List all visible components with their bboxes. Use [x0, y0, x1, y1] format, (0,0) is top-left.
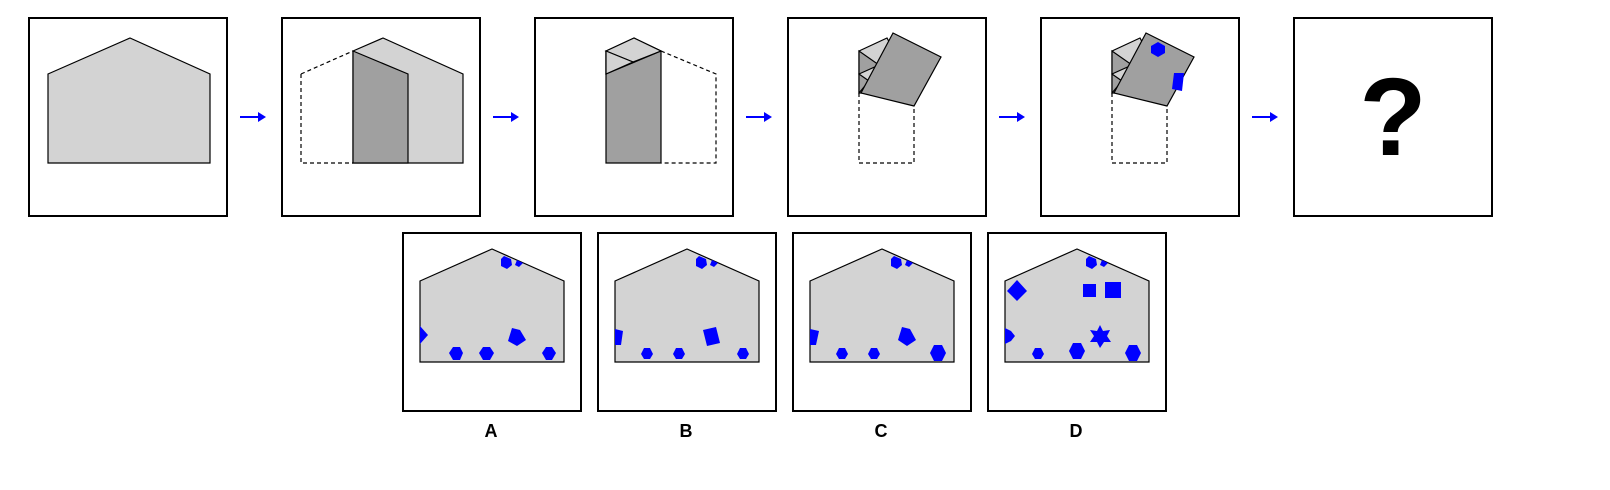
arrow-3 [746, 110, 774, 129]
arrow-5 [1252, 110, 1280, 129]
option-b-panel[interactable] [597, 232, 777, 412]
question-mark: ? [1359, 55, 1427, 179]
step-1-panel [28, 17, 228, 217]
option-d-panel[interactable] [987, 232, 1167, 412]
option-a-label: A [484, 421, 498, 441]
option-d-label: D [1069, 421, 1083, 441]
arrow-1 [240, 110, 268, 129]
unfolded-house-shape [47, 37, 211, 164]
square-hole [1172, 73, 1184, 91]
step-3-panel [534, 17, 734, 217]
option-c-shape [809, 248, 955, 363]
option-a-shape [419, 248, 565, 363]
arrow-2 [493, 110, 521, 129]
arrow-4 [999, 110, 1027, 129]
hexagon-hole [1151, 42, 1165, 57]
option-b-label: B [679, 421, 693, 441]
fold-step-3-shape [604, 37, 717, 164]
step-4-panel [787, 17, 987, 217]
option-c-label: C [874, 421, 888, 441]
step-5-panel [1040, 17, 1240, 217]
step-2-panel [281, 17, 481, 217]
option-c-panel[interactable] [792, 232, 972, 412]
option-d-shape [1004, 248, 1150, 363]
fold-step-5-shape [1111, 32, 1195, 164]
option-b-shape [614, 248, 760, 363]
step-6-question-panel: ? [1293, 17, 1493, 217]
option-a-panel[interactable] [402, 232, 582, 412]
fold-step-2-shape [300, 37, 464, 164]
fold-step-4-shape [858, 32, 942, 164]
